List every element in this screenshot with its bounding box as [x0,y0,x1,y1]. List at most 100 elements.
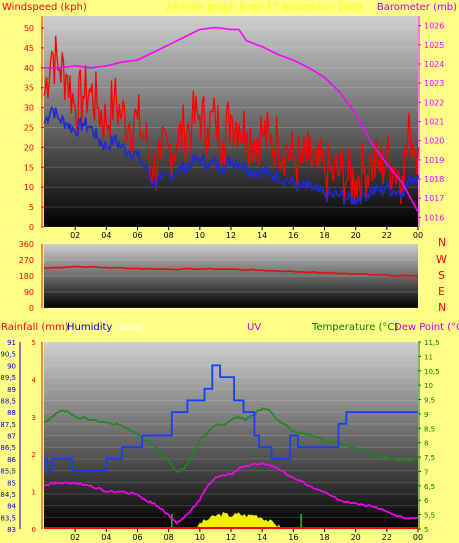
barometer-tick-label: 1026 [424,22,444,31]
x-tick-label: 10 [195,231,205,240]
x-tick-label: 16 [288,231,298,240]
temperature-axis-label: Temperature (°C) [311,322,398,333]
rainfall-tick-label: 5 [32,339,36,347]
direction-tick-label: 90 [24,288,34,297]
humidity-tick-label: 87 [7,433,16,441]
barometer-tick-label: 1025 [424,41,444,50]
direction-tick-label: 360 [19,240,34,249]
temperature-tick-label: 9 [424,411,428,419]
windspeed-tick-label: 30 [24,104,34,113]
x-tick-label: 22 [382,231,392,240]
humidity-tick-label: 85,5 [0,468,16,476]
x-tick-label: 22 [382,533,392,542]
series-windspeed-line [43,35,419,205]
x-tick-label: 06 [132,533,142,542]
x-tick-label: 10 [195,533,205,542]
temperature-tick-label: 10,5 [424,368,440,376]
rainfall-tick-label: 1 [32,489,36,497]
series-barometer-line [44,26,419,213]
windspeed-tick-label: 40 [24,64,34,73]
x-tick-label: 06 [132,231,142,240]
rainfall-axis-label: Rainfall (mm) [1,322,69,333]
solar-axis-label: Solar [117,322,143,333]
temperature-tick-label: 11 [424,353,433,361]
humidity-tick-label: 90,5 [0,351,16,359]
humidity-tick-label: 84 [7,503,16,511]
series-dewpoint-line [43,461,419,525]
temperature-tick-label: 8,5 [424,425,435,433]
direction-panel-background [44,244,418,308]
temperature-tick-label: 7,5 [424,454,435,462]
x-tick-label: 02 [70,231,80,240]
humidity-axis-label: Humidity [67,322,112,333]
x-tick-label: 12 [226,533,236,542]
humidity-tick-label: 88 [7,409,16,417]
temperature-tick-label: 6 [424,497,429,505]
temperature-tick-label: 8 [424,440,428,448]
humidity-tick-label: 83,5 [0,514,16,522]
barometer-tick-label: 1023 [424,79,444,88]
windspeed-tick-label: 25 [24,123,34,132]
barometer-tick-label: 1021 [424,118,444,127]
series-solar-area [196,511,283,530]
x-tick-label: 20 [351,231,361,240]
humidity-tick-label: 86 [7,456,16,464]
climate-panel-background [44,342,418,529]
barometer-axis-label: Barometer (mb) [377,2,457,13]
x-tick-label: 18 [319,231,329,240]
compass-label-e: E [438,285,445,298]
compass-label-w: W [436,253,447,266]
windspeed-tick-label: 15 [24,163,34,172]
x-tick-label: 08 [164,533,174,542]
x-tick-label: 04 [101,231,111,240]
barometer-tick-label: 1020 [424,137,444,146]
barometer-tick-label: 1019 [424,156,444,165]
rainfall-tick-label: 0 [32,526,36,534]
humidity-tick-label: 90 [7,362,16,370]
temperature-tick-label: 5,5 [424,512,435,520]
series-wind-direction-line [43,265,419,277]
rainfall-tick-label: 4 [32,376,37,384]
humidity-tick-label: 85 [7,479,16,487]
chart-title: 24 hour graph from 17 November 2009 [165,2,362,13]
windspeed-tick-label: 50 [24,24,34,33]
x-tick-label: 14 [257,533,267,542]
barometer-tick-label: 1016 [424,213,444,222]
humidity-tick-label: 89 [7,386,16,394]
x-tick-label: 00 [413,231,423,240]
temperature-tick-label: 10 [424,382,433,390]
dewpoint-axis-label: Dew Point (°C) [394,322,459,333]
windspeed-tick-label: 35 [24,84,34,93]
humidity-tick-label: 87,5 [0,421,16,429]
barometer-tick-label: 1018 [424,175,444,184]
humidity-tick-label: 84,5 [0,491,16,499]
barometer-tick-label: 1024 [424,60,444,69]
compass-label-n-bottom: N [438,301,446,314]
windspeed-tick-label: 0 [29,223,34,232]
humidity-tick-label: 83 [7,526,16,534]
direction-tick-label: 270 [19,256,34,265]
temperature-tick-label: 11,5 [424,339,440,347]
x-tick-label: 04 [101,533,111,542]
x-tick-label: 14 [257,231,267,240]
barometer-tick-label: 1017 [424,194,444,203]
x-tick-label: 20 [351,533,361,542]
temperature-tick-label: 6,5 [424,483,435,491]
rainfall-tick-label: 3 [32,414,36,422]
windspeed-tick-label: 10 [24,183,34,192]
x-tick-label: 16 [288,533,298,542]
windspeed-tick-label: 5 [29,203,34,212]
humidity-tick-label: 88,5 [0,397,16,405]
x-tick-label: 02 [70,533,80,542]
rainfall-tick-label: 2 [32,451,36,459]
x-tick-label: 18 [319,533,329,542]
direction-tick-label: 180 [19,272,34,281]
humidity-tick-label: 91 [7,339,16,347]
humidity-tick-label: 89,5 [0,374,16,382]
windspeed-axis-label: Windspeed (kph) [2,2,87,13]
compass-label-s: S [438,269,445,282]
windspeed-tick-label: 20 [24,143,34,152]
x-tick-label: 00 [413,533,423,542]
